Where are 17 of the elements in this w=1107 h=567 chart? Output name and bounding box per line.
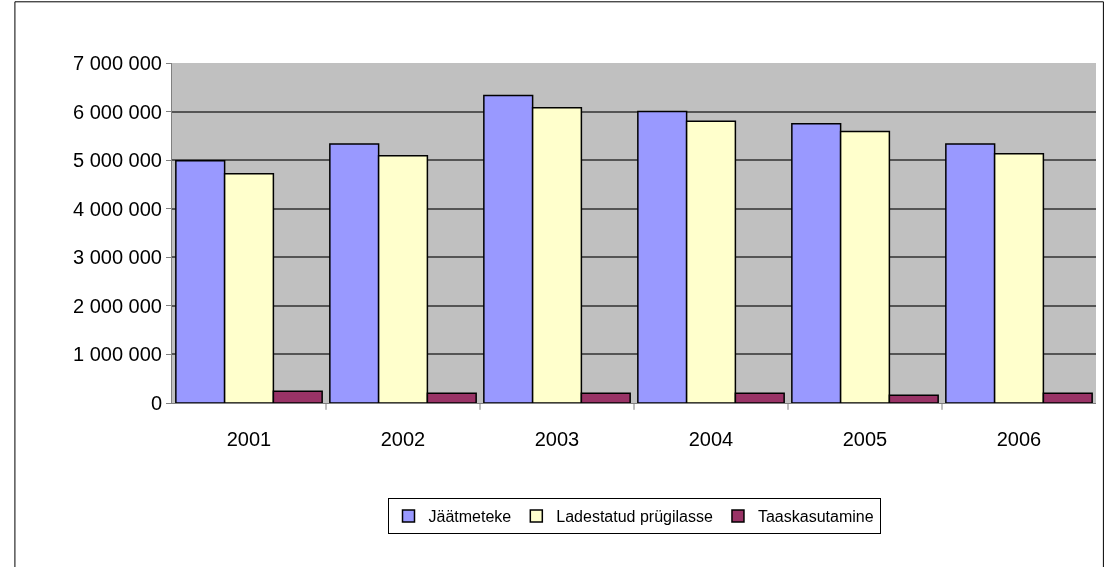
y-tick-label: 1 000 000 xyxy=(73,343,162,366)
legend-label: Jäätmeteke xyxy=(428,508,512,526)
x-tick-label: 2001 xyxy=(226,428,272,450)
x-tick-label: 2002 xyxy=(380,428,426,450)
x-tick-label: 2003 xyxy=(534,428,580,450)
legend-label: Taaskasutamine xyxy=(757,508,874,526)
y-tick-label: 2 000 000 xyxy=(73,294,162,317)
y-tick-label: 7 000 000 xyxy=(73,52,162,74)
x-tick-label: 2005 xyxy=(842,428,888,450)
y-tick-label: 0 xyxy=(150,392,162,414)
y-tick-label: 3 000 000 xyxy=(73,246,162,269)
y-tick-label: 6 000 000 xyxy=(73,100,162,123)
x-tick-label: 2006 xyxy=(996,428,1042,450)
x-tick-label: 2004 xyxy=(688,428,734,450)
legend-label: Ladestatud prügilasse xyxy=(556,508,713,526)
y-tick-label: 5 000 000 xyxy=(73,149,162,172)
y-tick-label: 4 000 000 xyxy=(73,197,162,220)
